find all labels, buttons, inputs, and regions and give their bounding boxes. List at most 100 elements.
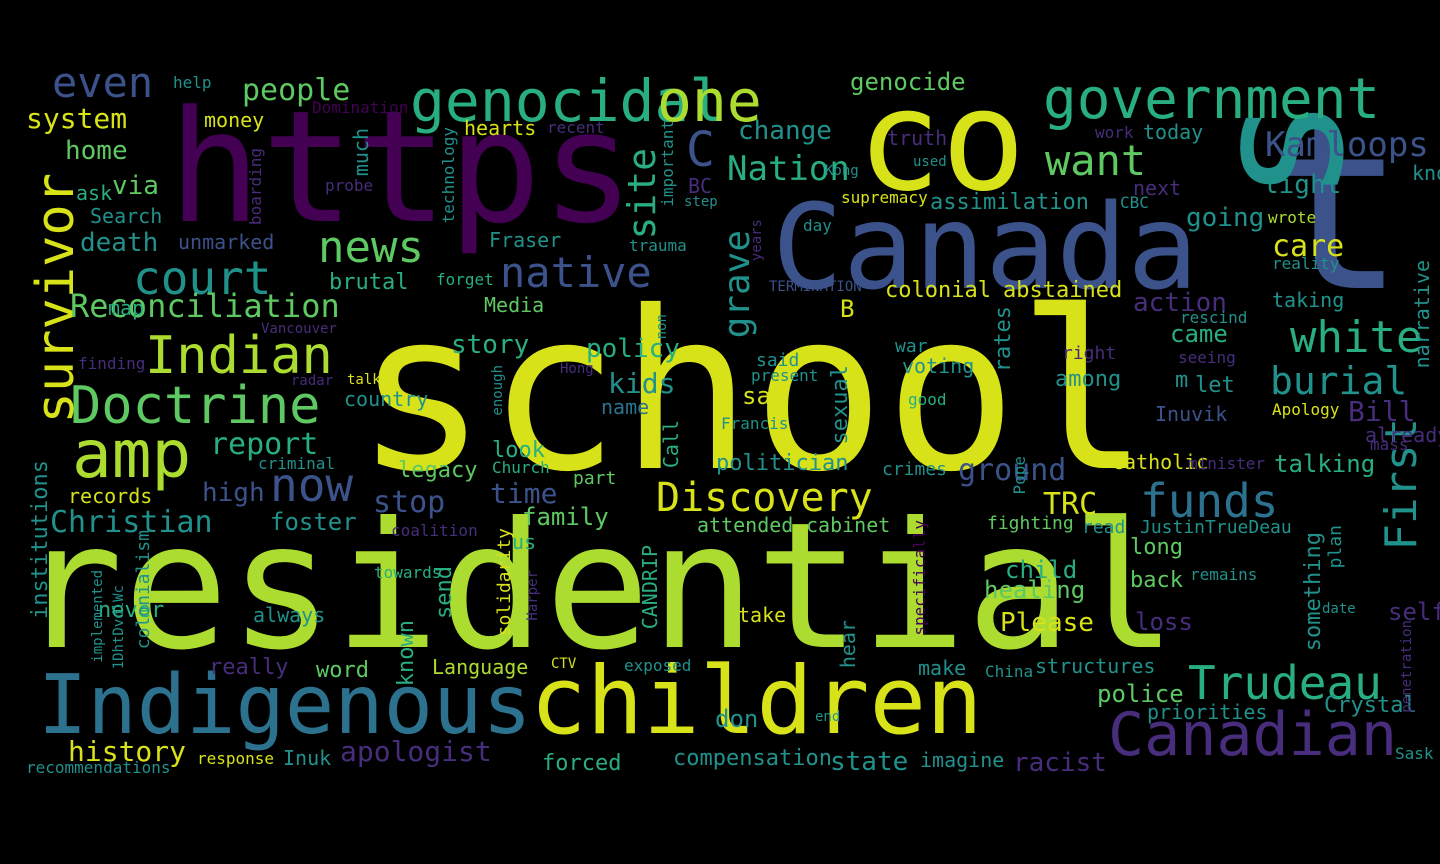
word-end: end <box>815 709 841 725</box>
word-termination: TERMINATION <box>769 279 862 295</box>
word-apologist: apologist <box>340 735 492 768</box>
word-truth: truth <box>887 126 948 150</box>
word-history: history <box>68 735 187 768</box>
word-present: present <box>751 366 819 385</box>
word-country: country <box>344 387 429 411</box>
word-white: white <box>1290 312 1423 363</box>
word-foster: foster <box>270 508 357 536</box>
word-talking: talking <box>1274 450 1376 478</box>
word-even: even <box>52 58 154 107</box>
word-among: among <box>1055 367 1122 392</box>
word-war: war <box>895 336 928 357</box>
word-really: really <box>209 655 289 680</box>
word-inuvik: Inuvik <box>1155 402 1228 426</box>
word-colonialism: colonialism <box>133 530 154 650</box>
word-racist: racist <box>1013 748 1107 778</box>
word-help: help <box>173 73 212 92</box>
word-map: map <box>108 296 145 320</box>
word-politician: politician <box>716 451 849 476</box>
word-boarding: boarding <box>246 148 265 226</box>
word-m: m <box>1175 368 1189 393</box>
word-hear: hear <box>836 620 860 669</box>
word-candrip: CANDRIP <box>638 545 662 630</box>
word-years: years <box>749 219 765 262</box>
word-name: name <box>601 395 650 419</box>
word-amp: amp <box>72 416 192 493</box>
word-reality: reality <box>1272 254 1340 273</box>
word-day: day <box>803 216 832 235</box>
word-high: high <box>202 478 265 508</box>
word-read: read <box>1082 517 1126 538</box>
word-already: already <box>1365 423 1440 447</box>
word-back: back <box>1130 568 1183 593</box>
word-kids: kids <box>608 367 676 400</box>
word-know: know <box>1412 161 1440 185</box>
word-wrote: wrote <box>1268 208 1317 227</box>
word-legacy: legacy <box>398 458 478 483</box>
word-c: C <box>686 122 715 178</box>
word-news: news <box>318 222 424 273</box>
word-school: school <box>355 264 1150 520</box>
word-money: money <box>204 108 265 132</box>
word-plan: plan <box>1325 525 1346 569</box>
word-harper: Harper <box>525 570 541 621</box>
word-unmarked: unmarked <box>178 230 275 254</box>
word-native: native <box>500 248 652 297</box>
word-indigenous: Indigenous <box>38 658 532 753</box>
word-care: care <box>1272 229 1345 264</box>
word-crystal: Crystal <box>1324 693 1417 718</box>
word-attended: attended <box>697 513 794 537</box>
word-please: Please <box>1000 608 1094 638</box>
word-christian: Christian <box>50 505 213 540</box>
word-non: non <box>654 314 670 340</box>
word-good: good <box>908 390 947 409</box>
word-search: Search <box>90 204 163 228</box>
word-forget: forget <box>436 270 494 289</box>
word-canada: Canada <box>772 178 1199 316</box>
word-next: next <box>1133 176 1182 200</box>
word-take: take <box>738 603 787 627</box>
word-canadian: Canadian <box>1108 700 1397 770</box>
word-family: family <box>522 503 609 531</box>
word-cabinet: cabinet <box>806 513 891 537</box>
word-make: make <box>918 656 967 680</box>
word-brutal: brutal <box>329 270 409 295</box>
word-rescind: rescind <box>1180 308 1248 327</box>
word-one: one <box>657 67 762 135</box>
word-genocide: genocide <box>850 68 966 96</box>
word-important: important <box>658 120 677 207</box>
word-bill: Bill <box>1348 395 1416 428</box>
word-right: right <box>1062 343 1117 364</box>
word-ask: ask <box>76 181 113 205</box>
word-hearts: hearts <box>464 116 537 140</box>
word-long: long <box>1130 535 1183 560</box>
word-institutions: institutions <box>28 460 53 619</box>
word-records: records <box>68 484 153 508</box>
word-don: don <box>715 705 759 733</box>
word-catholic: Catholic <box>1112 450 1209 474</box>
word-radar: radar <box>291 373 334 389</box>
word-residential: residential <box>18 486 1177 689</box>
word-mass: mass <box>1370 435 1409 454</box>
word-t: t <box>1265 71 1407 344</box>
word-francis: Francis <box>721 414 789 433</box>
word-story: story <box>451 330 530 360</box>
word-media: Media <box>484 293 545 317</box>
word-genocidal: genocidal <box>410 67 725 135</box>
word-inuk: Inuk <box>283 746 332 770</box>
word-forced: forced <box>542 751 622 776</box>
word-recommendations: recommendations <box>26 758 171 777</box>
word-supremacy: supremacy <box>841 188 928 207</box>
word-crimes: crimes <box>882 459 948 480</box>
word-colonial: colonial <box>885 278 991 303</box>
word-discovery: Discovery <box>656 475 873 521</box>
word-justintruedeau: JustinTrueDeau <box>1140 517 1292 538</box>
word-home: home <box>65 136 128 166</box>
word-fighting: fighting <box>987 513 1074 534</box>
word-policy: policy <box>586 334 680 364</box>
word-cbc: CBC <box>1120 193 1149 212</box>
word-doctrine: Doctrine <box>70 376 321 436</box>
word-sask: Sask <box>1395 744 1434 763</box>
word-burial: burial <box>1270 359 1408 403</box>
word-1dhtdvdlwc: 1DhtDvdlWc <box>111 585 127 670</box>
